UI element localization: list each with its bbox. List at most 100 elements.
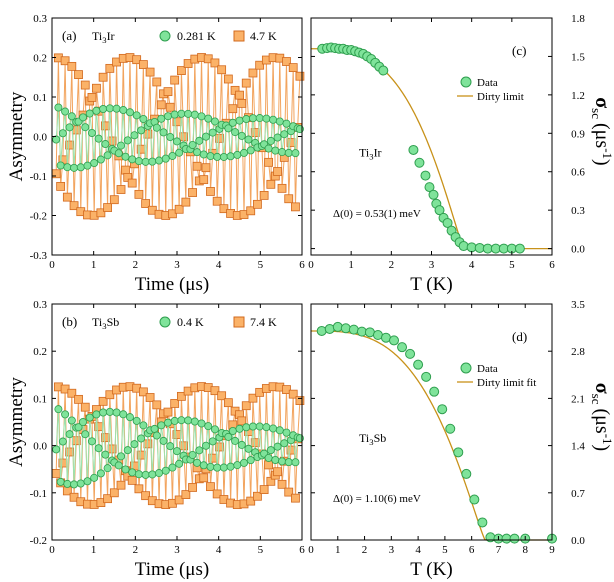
data-point bbox=[421, 371, 432, 382]
data-point-square bbox=[152, 77, 162, 87]
data-point-circle bbox=[193, 148, 202, 157]
data-point-circle bbox=[157, 114, 166, 123]
data-point-circle bbox=[87, 128, 96, 137]
data-point-square bbox=[192, 161, 202, 171]
data-point-square bbox=[295, 71, 305, 81]
data-point-square bbox=[56, 181, 66, 191]
y-tick-label: -0.1 bbox=[30, 488, 47, 500]
data-point-square bbox=[163, 87, 173, 97]
data-point-circle bbox=[105, 407, 114, 416]
legend-marker-square bbox=[233, 316, 245, 328]
data-point-circle bbox=[213, 152, 222, 161]
data-point bbox=[424, 182, 435, 193]
legend-label: Dirty limit bbox=[477, 91, 524, 103]
compound-label: Ti3Ir bbox=[92, 29, 115, 45]
data-point-circle bbox=[79, 418, 88, 427]
data-point-circle bbox=[275, 117, 284, 126]
y-axis-label-close: ) bbox=[591, 159, 613, 166]
legend-label: Data bbox=[477, 363, 498, 375]
y-tick-label: 0.1 bbox=[33, 92, 47, 104]
data-point-square bbox=[138, 60, 148, 69]
panel-d-frame bbox=[310, 303, 553, 541]
data-point-square bbox=[156, 100, 166, 110]
data-point-circle bbox=[52, 445, 61, 454]
data-point bbox=[414, 157, 425, 168]
data-point-square bbox=[241, 78, 251, 88]
data-point-circle bbox=[74, 423, 83, 432]
data-point-square bbox=[141, 491, 151, 501]
data-point-circle bbox=[87, 437, 96, 446]
data-point-square bbox=[65, 140, 74, 150]
data-point bbox=[405, 348, 416, 359]
data-point-square bbox=[109, 488, 119, 498]
data-point-circle bbox=[199, 461, 208, 470]
data-point-square bbox=[248, 393, 258, 403]
data-point-circle bbox=[242, 115, 251, 124]
y-axis-label: Asymmetry bbox=[6, 377, 27, 467]
compound-label-main: Ti bbox=[359, 431, 370, 445]
data-point-square bbox=[282, 385, 291, 394]
x-tick-label: 4 bbox=[469, 259, 475, 271]
data-point-square bbox=[237, 98, 247, 108]
data-point bbox=[434, 205, 445, 216]
data-point-circle bbox=[190, 417, 199, 426]
y-tick-label: 0.6 bbox=[571, 167, 585, 179]
data-point-square bbox=[80, 402, 90, 412]
x-axis-label: Time (μs) bbox=[135, 274, 209, 295]
data-point-square bbox=[246, 206, 256, 216]
data-point-circle bbox=[233, 461, 242, 470]
y-axis-label: σsc (μs-1) bbox=[589, 383, 614, 451]
data-point bbox=[378, 65, 389, 76]
data-point-circle bbox=[65, 430, 74, 439]
data-point-square bbox=[176, 66, 186, 75]
panel-a: (a) Ti3Ir 0.281 K 4.7 K bbox=[51, 28, 305, 220]
data-point-circle bbox=[224, 432, 233, 441]
data-point bbox=[445, 423, 456, 434]
data-point-square bbox=[165, 102, 175, 112]
data-point bbox=[397, 342, 408, 353]
data-point-circle bbox=[201, 441, 210, 450]
data-point-square bbox=[199, 473, 209, 483]
compound-label-sub: 3 bbox=[102, 321, 106, 331]
data-point-circle bbox=[273, 442, 282, 451]
data-point bbox=[408, 144, 419, 155]
data-point bbox=[316, 325, 327, 336]
y-tick-label: 0.3 bbox=[33, 13, 47, 25]
x-tick-label: 6 bbox=[299, 259, 305, 271]
data-point-square bbox=[277, 183, 287, 193]
data-point-circle bbox=[132, 111, 141, 120]
data-point-square bbox=[67, 61, 77, 71]
data-point-circle bbox=[284, 148, 293, 157]
data-point-square bbox=[219, 204, 229, 214]
data-point bbox=[477, 517, 488, 528]
data-point-circle bbox=[103, 151, 112, 160]
data-point-circle bbox=[282, 119, 291, 128]
data-point-square bbox=[273, 467, 282, 477]
panel-a-axes: 0 1 2 3 4 5 6 -0.3 -0.2 -0.1 0.0 0.1 0.2 0.3 Time (μs)… bbox=[6, 13, 305, 295]
data-point-circle bbox=[81, 430, 90, 439]
data-point-circle bbox=[231, 128, 240, 137]
data-point-square bbox=[60, 56, 70, 66]
data-point-circle bbox=[117, 452, 126, 461]
data-point-circle bbox=[226, 152, 235, 161]
x-tick-label: 2 bbox=[133, 259, 139, 271]
data-point-circle bbox=[99, 408, 108, 417]
data-point-circle bbox=[199, 150, 208, 159]
data-point-square bbox=[105, 63, 115, 73]
data-point-circle bbox=[284, 458, 293, 467]
data-point-circle bbox=[90, 473, 99, 482]
data-point-circle bbox=[188, 140, 197, 149]
y-tick-label: -0.2 bbox=[30, 535, 47, 547]
x-tick-label: 2 bbox=[389, 259, 395, 271]
data-point-square bbox=[109, 195, 119, 205]
data-point-circle bbox=[240, 458, 249, 467]
x-tick-label: 1 bbox=[91, 544, 97, 556]
data-point-circle bbox=[262, 114, 271, 123]
x-tick-label: 1 bbox=[348, 259, 354, 271]
y-tick-label: 1.4 bbox=[571, 441, 585, 453]
data-point-circle bbox=[246, 456, 255, 465]
data-point-circle bbox=[170, 416, 179, 425]
y-axis-label-unit: (μs bbox=[591, 409, 613, 434]
data-point-square bbox=[100, 433, 110, 443]
data-point-circle bbox=[65, 123, 74, 132]
